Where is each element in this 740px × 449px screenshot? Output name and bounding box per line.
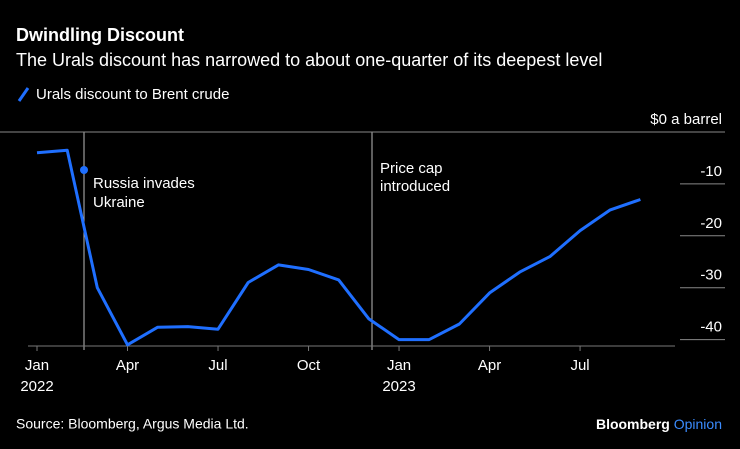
annotation-text: Russia invades xyxy=(93,175,195,192)
chart-title: Dwindling Discount xyxy=(16,25,184,45)
series-line xyxy=(36,148,641,347)
chart-subtitle: The Urals discount has narrowed to about… xyxy=(16,50,602,70)
brand-opinion: Opinion xyxy=(674,416,722,432)
y-tick-label: -40 xyxy=(700,319,722,336)
x-tick-label: Apr xyxy=(116,357,139,374)
y-tick-label: -30 xyxy=(700,267,722,284)
brand: Bloomberg Opinion xyxy=(596,416,722,432)
legend-swatch xyxy=(17,87,30,102)
annotation-text: Ukraine xyxy=(93,194,145,211)
x-tick-year: 2022 xyxy=(20,378,53,395)
legend-label: Urals discount to Brent crude xyxy=(36,86,229,103)
x-tick-label: Oct xyxy=(297,357,321,374)
y-tick-label: $0 a barrel xyxy=(650,111,722,128)
source: Source: Bloomberg, Argus Media Ltd. xyxy=(16,416,249,432)
brand-name: Bloomberg xyxy=(596,416,670,432)
y-tick-label: -20 xyxy=(700,215,722,232)
x-tick-year: 2023 xyxy=(382,378,415,395)
x-tick-label: Jan xyxy=(387,357,411,374)
annotation-text: introduced xyxy=(380,178,450,195)
annotation-dot xyxy=(80,166,88,174)
x-tick-label: Jan xyxy=(25,357,49,374)
x-tick-label: Jul xyxy=(208,357,227,374)
x-tick-label: Jul xyxy=(570,357,589,374)
x-tick-label: Apr xyxy=(478,357,501,374)
annotation-text: Price cap xyxy=(380,160,443,177)
y-tick-label: -10 xyxy=(700,163,722,180)
